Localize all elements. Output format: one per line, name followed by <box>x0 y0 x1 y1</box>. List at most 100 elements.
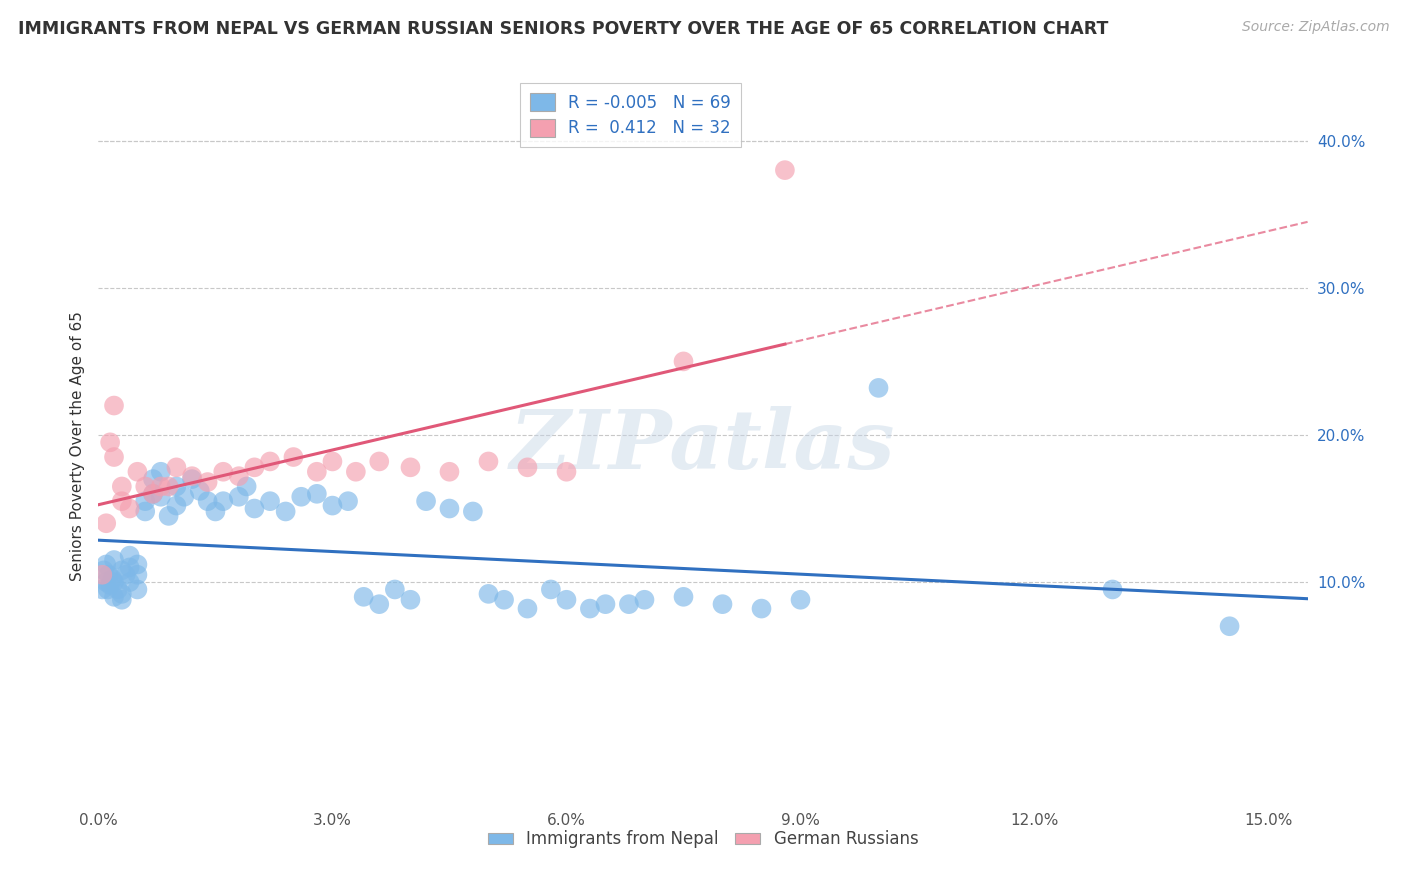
Point <box>1101 582 1123 597</box>
Y-axis label: Seniors Poverty Over the Age of 65: Seniors Poverty Over the Age of 65 <box>69 311 84 581</box>
Point <box>439 465 461 479</box>
Point <box>368 454 391 468</box>
Point <box>516 601 538 615</box>
Point <box>555 465 578 479</box>
Point <box>91 567 114 582</box>
Point <box>127 558 149 572</box>
Point <box>103 590 125 604</box>
Point <box>751 601 773 615</box>
Text: IMMIGRANTS FROM NEPAL VS GERMAN RUSSIAN SENIORS POVERTY OVER THE AGE OF 65 CORRE: IMMIGRANTS FROM NEPAL VS GERMAN RUSSIAN … <box>18 20 1109 37</box>
Point <box>399 460 422 475</box>
Point <box>111 494 134 508</box>
Point <box>103 450 125 464</box>
Point <box>477 454 499 468</box>
Point <box>118 560 141 574</box>
Point <box>93 563 115 577</box>
Point <box>243 460 266 475</box>
Point <box>235 479 257 493</box>
Point <box>283 450 305 464</box>
Point <box>274 504 297 518</box>
Legend: Immigrants from Nepal, German Russians: Immigrants from Nepal, German Russians <box>481 824 925 855</box>
Point <box>368 597 391 611</box>
Point <box>149 490 172 504</box>
Point <box>97 582 120 597</box>
Point <box>134 494 156 508</box>
Point <box>157 508 180 523</box>
Point <box>540 582 562 597</box>
Point <box>142 472 165 486</box>
Point <box>97 567 120 582</box>
Point <box>321 454 343 468</box>
Point <box>127 582 149 597</box>
Point <box>243 501 266 516</box>
Point <box>111 587 134 601</box>
Point <box>477 587 499 601</box>
Point <box>157 479 180 493</box>
Point <box>1219 619 1241 633</box>
Point <box>173 490 195 504</box>
Point <box>111 479 134 493</box>
Text: ZIPatlas: ZIPatlas <box>510 406 896 486</box>
Point <box>516 460 538 475</box>
Point <box>103 575 125 590</box>
Point <box>204 504 226 518</box>
Point <box>461 504 484 518</box>
Point <box>595 597 617 611</box>
Point <box>384 582 406 597</box>
Point <box>127 567 149 582</box>
Point <box>101 572 124 586</box>
Point <box>149 479 172 493</box>
Point <box>118 549 141 563</box>
Point <box>212 494 235 508</box>
Point <box>337 494 360 508</box>
Point <box>103 553 125 567</box>
Point <box>290 490 312 504</box>
Point <box>212 465 235 479</box>
Point <box>305 465 328 479</box>
Point <box>134 479 156 493</box>
Point <box>111 563 134 577</box>
Point <box>103 399 125 413</box>
Point <box>399 592 422 607</box>
Point <box>773 163 796 178</box>
Point <box>672 590 695 604</box>
Point <box>142 487 165 501</box>
Point <box>672 354 695 368</box>
Point <box>188 483 211 498</box>
Point <box>118 501 141 516</box>
Point <box>321 499 343 513</box>
Point <box>415 494 437 508</box>
Point <box>107 582 129 597</box>
Point <box>165 499 187 513</box>
Point <box>118 575 141 590</box>
Point <box>165 460 187 475</box>
Point <box>96 558 118 572</box>
Point <box>96 575 118 590</box>
Point <box>181 469 204 483</box>
Point <box>165 479 187 493</box>
Point <box>617 597 640 611</box>
Point <box>228 469 250 483</box>
Point <box>96 516 118 531</box>
Point <box>305 487 328 501</box>
Point <box>494 592 516 607</box>
Point <box>353 590 375 604</box>
Text: Source: ZipAtlas.com: Source: ZipAtlas.com <box>1241 20 1389 34</box>
Point <box>149 465 172 479</box>
Point <box>111 592 134 607</box>
Point <box>98 578 121 592</box>
Point <box>197 494 219 508</box>
Point <box>259 454 281 468</box>
Point <box>197 475 219 489</box>
Point <box>439 501 461 516</box>
Point <box>868 381 890 395</box>
Point <box>711 597 734 611</box>
Point <box>142 487 165 501</box>
Point <box>134 504 156 518</box>
Point <box>114 567 136 582</box>
Point <box>228 490 250 504</box>
Point <box>181 472 204 486</box>
Point <box>127 465 149 479</box>
Point <box>259 494 281 508</box>
Point <box>344 465 367 479</box>
